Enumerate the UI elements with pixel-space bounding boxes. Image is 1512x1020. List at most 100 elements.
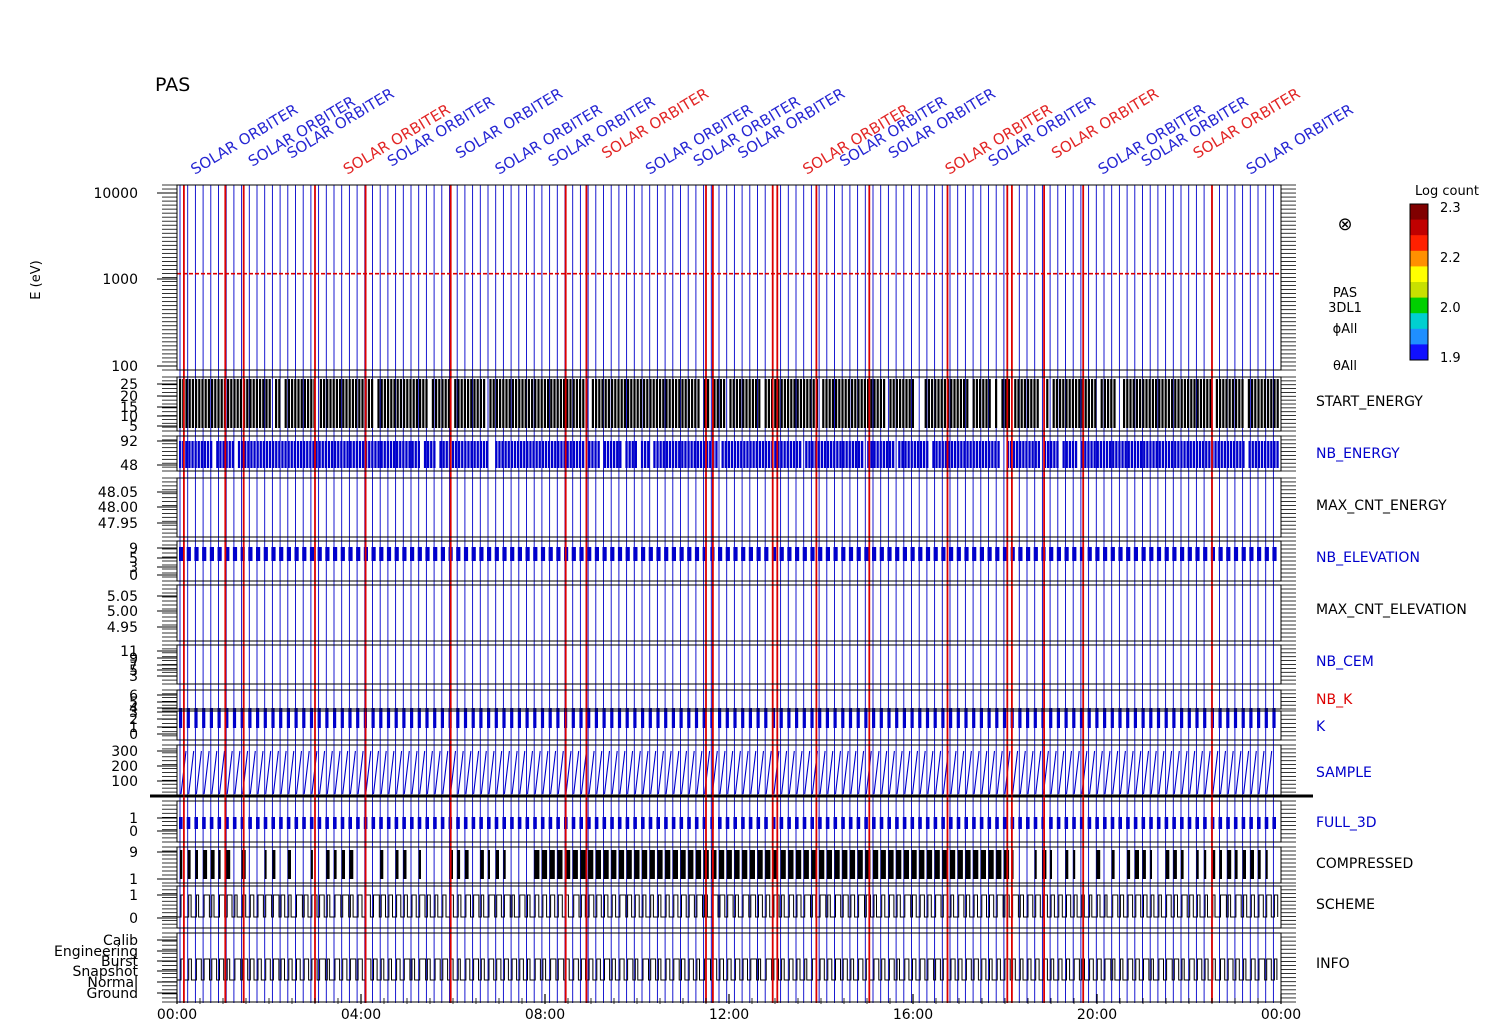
crossed-circle-icon: ⊗ <box>1337 214 1352 235</box>
trace-segment <box>960 441 963 468</box>
trace-segment <box>1102 441 1106 468</box>
trace-segment <box>1248 441 1251 468</box>
trace-segment <box>818 547 823 561</box>
trace-segment <box>873 441 876 468</box>
trace-segment <box>732 379 735 428</box>
trace-segment <box>919 441 923 468</box>
trace-segment <box>1087 547 1092 561</box>
trace-segment <box>892 379 895 428</box>
trace-segment <box>707 379 710 428</box>
trace-segment <box>625 441 628 468</box>
trace-segment <box>602 708 606 728</box>
y-tick-label: 4.95 <box>107 620 138 636</box>
trace-segment <box>425 547 430 561</box>
trace-segment <box>1257 441 1261 468</box>
trace-segment <box>494 817 499 829</box>
trace-segment <box>768 441 771 468</box>
trace-segment <box>549 850 555 879</box>
trace-segment <box>268 441 272 468</box>
y-tick-label: 15 <box>120 400 138 416</box>
trace-segment <box>995 379 998 428</box>
y-tick-label: 4 <box>129 701 138 717</box>
trace-segment <box>896 850 902 879</box>
trace-segment <box>200 441 203 468</box>
trace-segment <box>848 708 853 728</box>
trace-segment <box>284 379 287 428</box>
trace-segment <box>392 441 396 468</box>
trace-segment <box>808 441 811 468</box>
trace-segment <box>1195 708 1199 728</box>
trace-segment <box>646 379 649 428</box>
trace-segment <box>1180 817 1184 829</box>
y-tick-label: 48 <box>120 458 138 474</box>
trace-segment <box>307 379 310 428</box>
trace-segment <box>1033 817 1038 829</box>
trace-segment <box>848 547 854 561</box>
trace-segment <box>279 817 283 829</box>
trace-segment <box>964 817 968 829</box>
compressed-trace <box>180 850 1268 879</box>
trace-segment <box>1099 441 1102 468</box>
trace-segment <box>325 817 329 829</box>
trace-segment <box>1152 441 1155 468</box>
trace-segment <box>872 708 876 728</box>
trace-segment <box>534 379 537 428</box>
trace-segment <box>721 441 724 468</box>
trace-segment <box>758 441 761 468</box>
trace-segment <box>324 441 327 468</box>
trace-segment <box>471 547 476 561</box>
trace-segment <box>409 379 412 428</box>
trace-segment <box>502 708 506 728</box>
trace-segment <box>772 850 779 879</box>
trace-segment <box>1247 379 1250 428</box>
trace-segment <box>965 850 971 879</box>
trace-segment <box>758 379 761 428</box>
trace-segment <box>1187 817 1192 829</box>
trace-segment <box>799 441 802 468</box>
trace-segment <box>802 547 807 561</box>
trace-segment <box>556 708 560 728</box>
trace-segment <box>756 547 761 561</box>
trace-segment <box>352 441 355 468</box>
trace-segment <box>664 547 669 561</box>
trace-segment <box>888 441 892 468</box>
trace-segment <box>870 441 873 468</box>
trace-segment <box>1033 379 1036 428</box>
trace-segment <box>1124 441 1127 468</box>
trace-segment <box>825 817 830 829</box>
trace-segment <box>1155 379 1158 428</box>
trace-segment <box>848 817 853 829</box>
trace-segment <box>749 850 755 879</box>
trace-segment <box>880 850 886 879</box>
colorbar-swatch <box>1410 313 1428 330</box>
trace-segment <box>1195 547 1200 561</box>
trace-segment <box>1270 441 1273 468</box>
trace-segment <box>620 379 623 428</box>
x-tick-label: 00:00 <box>1261 1007 1301 1020</box>
trace-segment <box>410 547 415 561</box>
trace-segment <box>191 379 194 428</box>
trace-segment <box>541 441 544 468</box>
trace-segment <box>1145 379 1148 428</box>
trace-segment <box>1012 441 1016 468</box>
trace-segment <box>278 441 281 468</box>
trace-segment <box>923 441 926 468</box>
trace-segment <box>492 379 495 428</box>
panel-frames <box>176 184 1282 1003</box>
trace-segment <box>795 817 799 829</box>
trace-segment <box>1226 441 1230 468</box>
trace-segment <box>1127 850 1131 879</box>
trace-segment <box>1127 441 1130 468</box>
trace-segment <box>1220 441 1223 468</box>
trace-segment <box>534 850 540 879</box>
trace-segment <box>1156 708 1161 728</box>
trace-segment <box>904 441 907 468</box>
trace-segment <box>614 379 617 428</box>
trace-segment <box>876 441 879 468</box>
trace-segment <box>408 441 411 468</box>
trace-segment <box>394 708 398 728</box>
trace-segment <box>1218 817 1223 829</box>
trace-segment <box>197 441 200 468</box>
y-tick-label: 9 <box>129 651 138 667</box>
trace-segment <box>779 817 784 829</box>
